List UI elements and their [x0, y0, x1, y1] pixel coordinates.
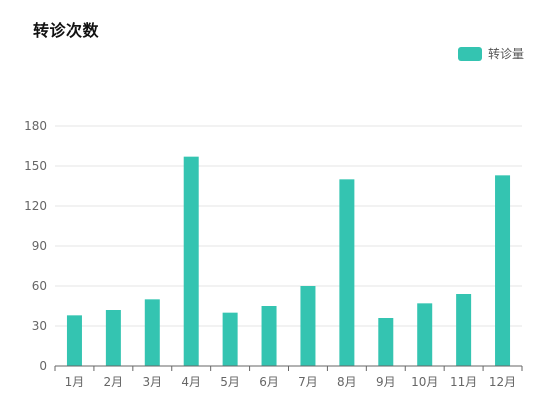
bar[interactable] [261, 306, 277, 366]
bar[interactable] [183, 156, 199, 366]
x-tick-label: 1月 [65, 375, 85, 389]
legend-swatch [457, 46, 482, 61]
y-tick-label: 120 [24, 199, 47, 213]
y-tick-label: 150 [24, 159, 47, 173]
x-tick-label: 4月 [181, 375, 201, 389]
legend-label: 转诊量 [487, 47, 524, 61]
bar[interactable] [66, 315, 82, 366]
x-tick-label: 12月 [489, 375, 516, 389]
bar[interactable] [300, 286, 316, 366]
x-tick-label: 3月 [142, 375, 162, 389]
x-axis [54, 365, 523, 371]
x-tick-label: 11月 [450, 375, 477, 389]
bar[interactable] [144, 299, 160, 366]
bar[interactable] [378, 318, 394, 366]
x-tick-label: 6月 [259, 375, 279, 389]
x-tick-label: 7月 [298, 375, 318, 389]
y-tick-label: 90 [32, 239, 47, 253]
y-tick-label: 60 [32, 279, 47, 293]
bars [66, 156, 511, 366]
y-tick-label: 180 [24, 119, 47, 133]
chart-title: 转诊次数 [33, 21, 100, 40]
bar[interactable] [222, 312, 238, 366]
x-tick-label: 9月 [376, 375, 396, 389]
bar[interactable] [339, 179, 355, 366]
y-tick-label: 30 [32, 319, 47, 333]
bar[interactable] [105, 310, 121, 366]
bar[interactable] [456, 294, 472, 366]
y-tick-label: 0 [39, 359, 47, 373]
x-tick-label: 10月 [411, 375, 438, 389]
x-tick-label: 2月 [104, 375, 124, 389]
y-axis-labels: 0 30 60 90 120 150 180 [24, 119, 47, 373]
legend[interactable]: 转诊量 [457, 45, 524, 62]
grid-lines [55, 125, 522, 327]
x-tick-label: 5月 [220, 375, 240, 389]
bar[interactable] [495, 175, 511, 366]
x-axis-labels: 1月 2月 3月 4月 5月 6月 7月 8月 9月 10月 11月 12月 [65, 375, 517, 389]
x-tick-label: 8月 [337, 375, 357, 389]
bar[interactable] [417, 303, 433, 366]
